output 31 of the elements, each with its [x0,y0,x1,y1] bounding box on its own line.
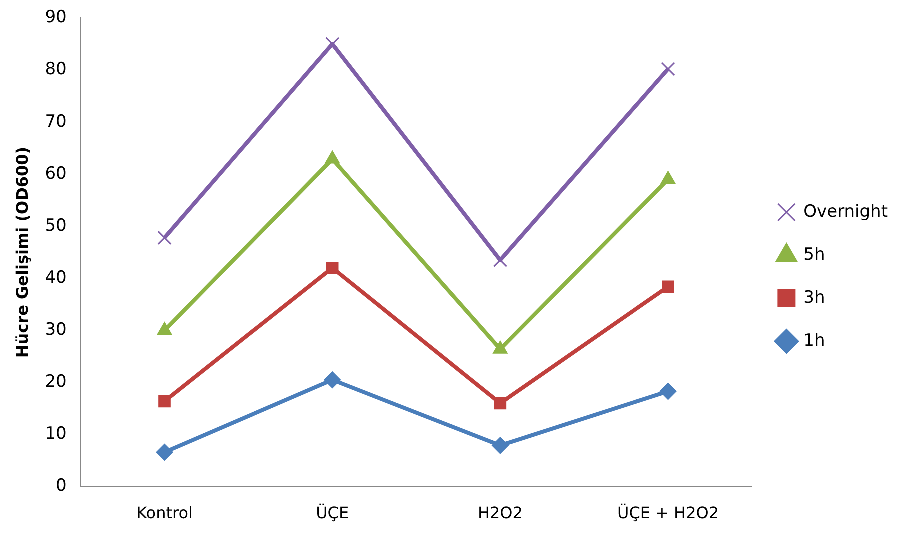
legend-label: Overnight [804,202,888,222]
legend-label: 3h [804,288,826,308]
y-tick-label: 50 [45,216,67,236]
x-tick-label: ÜÇE [316,504,350,523]
point [660,383,677,400]
y-tick-label: 80 [45,60,67,80]
point [662,280,674,294]
y-axis-title: Hücre Gelişimi (OD600) [12,146,32,358]
y-tick-label: 90 [45,8,67,28]
legend-label: 5h [804,244,826,265]
point [494,397,507,410]
point [158,395,171,408]
x-tick-label: ÜÇE + H2O2 [617,504,720,523]
point [158,230,172,246]
point [492,437,509,454]
point [493,253,508,268]
legend-label: 1h [804,330,826,351]
point [156,444,174,461]
y-tick-label: 60 [45,164,67,184]
x-tick-label: H2O2 [478,504,523,523]
point [661,62,676,76]
y-tick-label: 40 [45,268,67,288]
y-tick-label: 20 [45,372,67,392]
x-tick-label: Kontrol [136,504,193,523]
y-tick-label: 10 [45,424,67,444]
point [325,37,340,52]
y-tick-label: 0 [56,476,67,496]
point [324,372,342,389]
y-tick-label: 70 [45,112,67,132]
y-tick-label: 30 [45,320,67,340]
point [326,262,339,274]
